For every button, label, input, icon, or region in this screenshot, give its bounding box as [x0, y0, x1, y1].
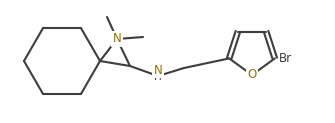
- Text: N: N: [113, 32, 121, 46]
- Text: H: H: [154, 72, 162, 82]
- Text: N: N: [154, 63, 162, 77]
- Text: Br: Br: [279, 52, 292, 65]
- Text: O: O: [247, 69, 257, 82]
